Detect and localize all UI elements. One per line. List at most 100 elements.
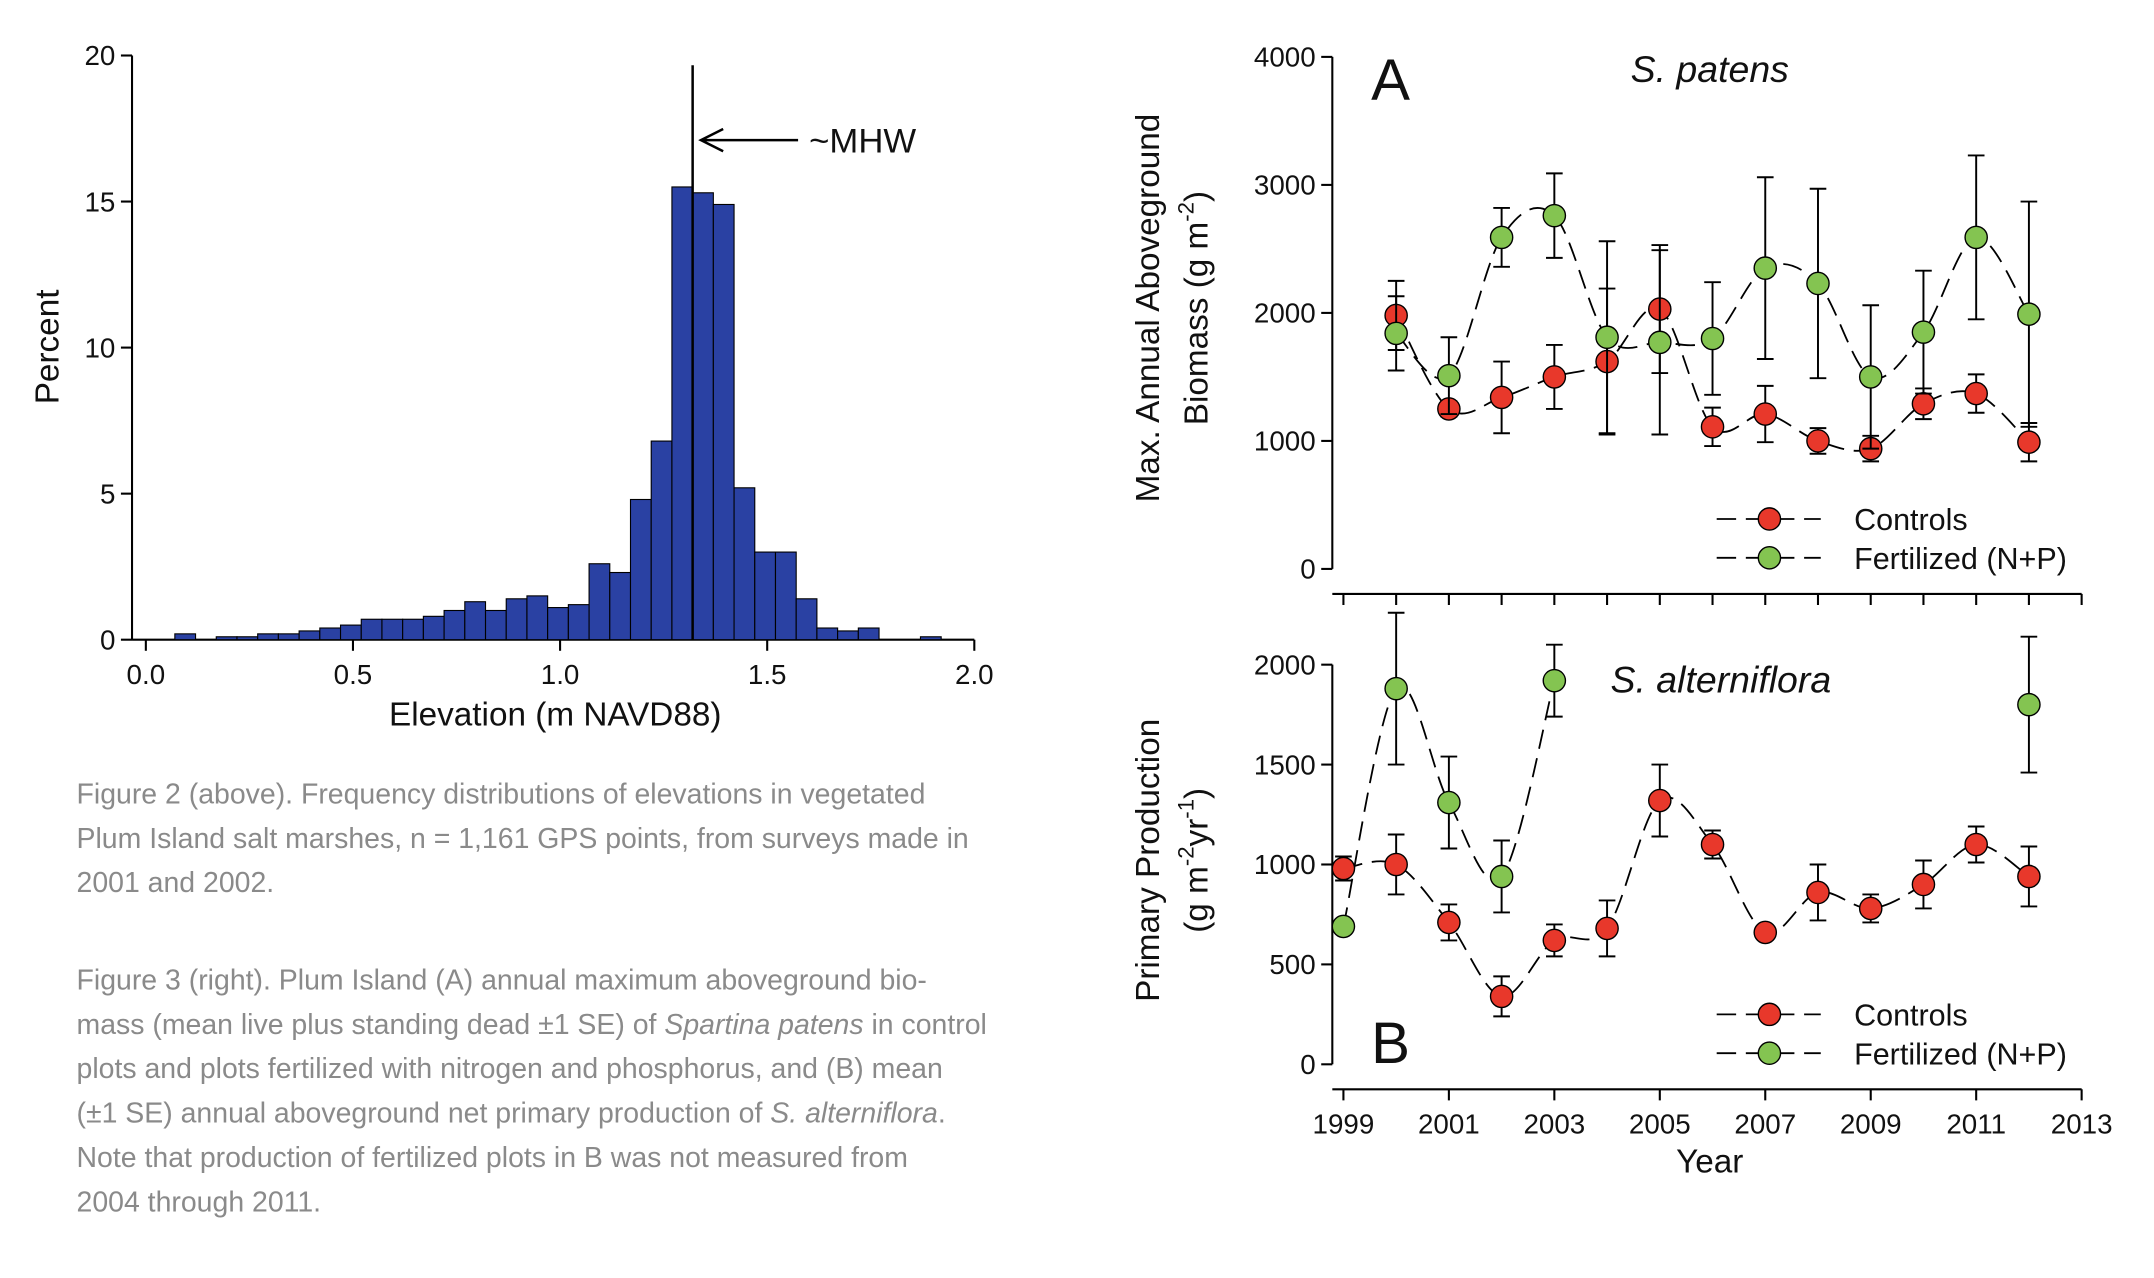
marker [1542,365,1567,389]
bar [360,618,383,641]
x-tick-label: 2013 [2051,1109,2113,1140]
y-tick-label: 1500 [1254,749,1316,780]
legend-label: Fertilized (N+P) [1854,542,2067,576]
bar [236,636,259,641]
bar [774,551,797,641]
bar [857,627,880,641]
label-text: yr [1178,819,1215,847]
caption-text: (±1 SE) annual aboveground net primary p… [77,1098,771,1130]
caption-line: 2004 through 2011. [77,1186,322,1218]
caption-line: 2001 and 2002. [77,867,275,899]
bar [650,440,673,641]
caption-text: 2001 and 2002. [77,867,275,899]
y-axis-label: Percent [29,290,66,405]
marker [1806,880,1830,905]
caption-text: Note that production of fertilized plots… [77,1142,908,1174]
bar [257,633,279,641]
marker [1700,326,1725,351]
label-text: (g m [1178,866,1215,933]
marker [1964,381,1988,406]
x-tick-label: 2009 [1840,1109,1902,1140]
x-tick-label: 2003 [1523,1109,1585,1140]
marker [1911,391,1936,416]
x-axis-label: Elevation (m NAVD88) [389,697,721,734]
caption-line: mass (mean live plus standing dead ±1 SE… [77,1009,987,1041]
bar [319,627,342,641]
legend-marker [1757,1041,1782,1065]
caption-line: plots and plots fertilized with nitrogen… [77,1053,943,1085]
marker [1331,914,1356,939]
y-axis-label: Primary Production [1130,719,1167,1002]
bar [629,498,652,641]
y-axis-label: (g m-2yr-1) [1174,788,1216,933]
caption-text: Plum Island salt marshes, n = 1,161 GPS … [77,823,969,855]
x-tick-label: 2001 [1418,1109,1480,1140]
bar [692,192,714,641]
bar [277,633,300,641]
marker [1384,676,1408,701]
marker [2017,692,2041,717]
y-axis-label: Biomass (g m-2) [1174,191,1216,425]
annotation-arrow [698,127,799,153]
caption-text: Figure 2 (above). Frequency distribution… [77,778,926,810]
legend-label: Fertilized (N+P) [1854,1037,2067,1071]
y-tick-label: 1000 [1254,849,1316,880]
marker [1858,365,1883,389]
caption-italic: Spartina patens [664,1009,863,1041]
chart-title: S. alterniflora [1611,658,1832,700]
marker [1648,330,1672,355]
caption-line: Note that production of fertilized plots… [77,1142,908,1174]
y-tick-label: 0 [100,624,115,655]
marker [1753,256,1778,280]
x-tick-label: 2005 [1629,1109,1691,1140]
bar [505,598,528,641]
bar [588,563,611,641]
bar [816,627,839,641]
bar [609,571,632,641]
caption-italic: S. alterniflora [770,1098,938,1130]
bar [339,624,362,641]
marker [1595,325,1619,350]
bar [484,609,507,641]
label-text: ) [1178,788,1215,799]
bar [298,630,321,641]
marker [1331,856,1356,881]
bar [919,636,942,641]
x-tick-label: 0.5 [334,659,373,690]
bar [567,604,590,641]
label-text: Primary Production [1130,719,1167,1002]
marker [2017,430,2041,454]
bar [526,595,549,641]
marker [1648,788,1672,813]
x-tick-label: 2007 [1734,1109,1796,1140]
caption-text: . [938,1098,946,1130]
marker [1542,928,1567,953]
marker [1753,920,1778,945]
caption-line: (±1 SE) annual aboveground net primary p… [77,1098,946,1130]
series-line [1342,680,1556,927]
y-tick-label: 15 [85,186,116,217]
y-tick-label: 0 [1300,1049,1315,1080]
label-text: ) [1178,191,1215,202]
y-tick-label: 20 [85,40,116,71]
marker [1911,320,1936,344]
marker [1384,321,1408,346]
superscript: -1 [1174,799,1199,819]
marker [1437,363,1461,388]
superscript: -2 [1174,202,1199,222]
bar [381,618,404,641]
legend-label: Controls [1854,503,1968,537]
panel-label: A [1371,48,1410,113]
y-tick-label: 0 [1300,554,1315,585]
marker [2017,864,2041,889]
legend-marker [1757,546,1782,570]
marker [1753,402,1778,426]
marker [1542,203,1567,228]
marker [1964,832,1988,857]
x-tick-label: 2.0 [955,659,994,690]
x-tick-label: 2011 [1946,1109,2006,1140]
y-axis-label: Max. Annual Aboveground [1130,114,1167,503]
marker [1858,896,1883,921]
label-text: Max. Annual Aboveground [1130,114,1167,503]
marker [2017,302,2041,326]
